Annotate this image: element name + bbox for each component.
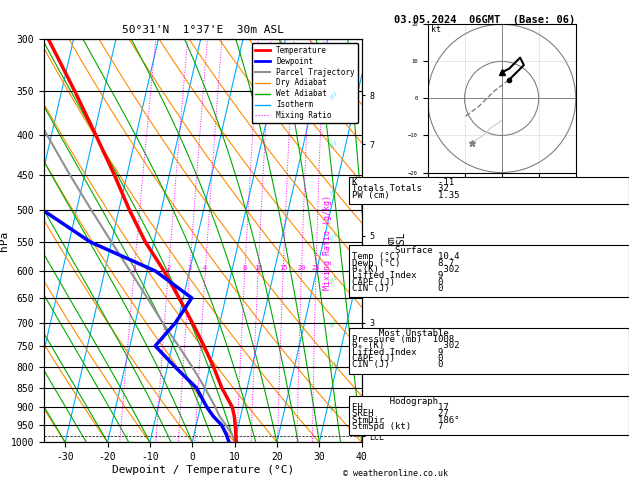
Text: Totals Totals   32: Totals Totals 32 bbox=[352, 184, 449, 193]
Text: © weatheronline.co.uk: © weatheronline.co.uk bbox=[343, 469, 448, 478]
Text: ///: /// bbox=[328, 360, 338, 371]
Text: Lifted Index    9: Lifted Index 9 bbox=[352, 271, 443, 280]
Text: CIN (J)         0: CIN (J) 0 bbox=[352, 284, 443, 293]
Text: θₑ (K)           302: θₑ (K) 302 bbox=[352, 341, 460, 350]
Text: Most Unstable: Most Unstable bbox=[352, 329, 449, 338]
Text: Mixing Ratio (g/kg): Mixing Ratio (g/kg) bbox=[323, 195, 331, 291]
Text: ///: /// bbox=[328, 139, 338, 150]
Text: Dewp (°C)       8.7: Dewp (°C) 8.7 bbox=[352, 259, 454, 268]
Text: CAPE (J)        0: CAPE (J) 0 bbox=[352, 354, 443, 363]
Text: 03.05.2024  06GMT  (Base: 06): 03.05.2024 06GMT (Base: 06) bbox=[394, 15, 575, 25]
Text: Surface: Surface bbox=[352, 246, 433, 255]
Title: 50°31'N  1°37'E  30m ASL: 50°31'N 1°37'E 30m ASL bbox=[122, 25, 284, 35]
Text: ///: /// bbox=[328, 402, 338, 412]
Text: 25: 25 bbox=[312, 265, 320, 271]
Text: kt: kt bbox=[431, 25, 441, 34]
Text: Hodograph: Hodograph bbox=[352, 397, 438, 406]
Text: ///: /// bbox=[328, 230, 338, 241]
Text: 10: 10 bbox=[254, 265, 262, 271]
Text: 3: 3 bbox=[187, 265, 192, 271]
Text: StmSpd (kt)     7: StmSpd (kt) 7 bbox=[352, 422, 443, 431]
Text: Lifted Index    9: Lifted Index 9 bbox=[352, 347, 443, 357]
Text: EH              17: EH 17 bbox=[352, 403, 449, 412]
Text: Pressure (mb)  1008: Pressure (mb) 1008 bbox=[352, 335, 454, 344]
Text: 2: 2 bbox=[166, 265, 170, 271]
Text: CAPE (J)        0: CAPE (J) 0 bbox=[352, 278, 443, 287]
Text: θₑ(K)            302: θₑ(K) 302 bbox=[352, 265, 460, 274]
Text: PW (cm)         1.35: PW (cm) 1.35 bbox=[352, 191, 460, 200]
Y-axis label: hPa: hPa bbox=[0, 230, 9, 251]
Y-axis label: km
ASL: km ASL bbox=[386, 232, 408, 249]
Legend: Temperature, Dewpoint, Parcel Trajectory, Dry Adiabat, Wet Adiabat, Isotherm, Mi: Temperature, Dewpoint, Parcel Trajectory… bbox=[252, 43, 358, 123]
Text: 15: 15 bbox=[279, 265, 287, 271]
Text: 1: 1 bbox=[132, 265, 136, 271]
Text: Temp (°C)       10.4: Temp (°C) 10.4 bbox=[352, 252, 460, 261]
Text: SREH            27: SREH 27 bbox=[352, 409, 449, 418]
Text: StmDir          186°: StmDir 186° bbox=[352, 416, 460, 425]
Text: ///: /// bbox=[328, 274, 338, 285]
Text: 4: 4 bbox=[203, 265, 208, 271]
Text: ///: /// bbox=[328, 186, 338, 196]
Text: CIN (J)         0: CIN (J) 0 bbox=[352, 360, 443, 369]
Text: ///: /// bbox=[328, 317, 338, 328]
Text: 20: 20 bbox=[297, 265, 306, 271]
Text: K               -11: K -11 bbox=[352, 178, 454, 187]
X-axis label: Dewpoint / Temperature (°C): Dewpoint / Temperature (°C) bbox=[112, 465, 294, 475]
Text: 8: 8 bbox=[243, 265, 247, 271]
Text: ///: /// bbox=[328, 90, 338, 101]
